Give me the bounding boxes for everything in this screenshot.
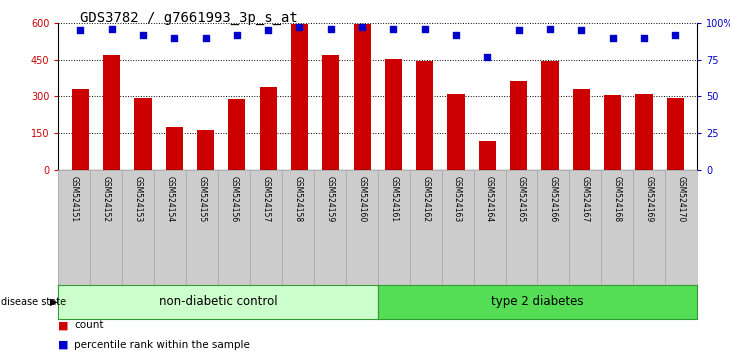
Bar (385, 58, 402, 170)
Text: GSM524160: GSM524160 (357, 176, 366, 222)
Text: GSM524170: GSM524170 (677, 176, 685, 222)
Text: GSM524153: GSM524153 (134, 176, 143, 222)
Text: GSM524169: GSM524169 (645, 176, 654, 222)
Text: GSM524156: GSM524156 (229, 176, 239, 222)
Point (169, 35, 180, 41)
Point (669, 32, 681, 38)
Bar (103, 55, 120, 170)
Text: non-diabetic control: non-diabetic control (159, 295, 277, 308)
Bar (166, 127, 182, 170)
Bar (72, 89, 89, 170)
Bar (479, 141, 496, 170)
Bar (510, 81, 527, 170)
Point (137, 32, 149, 38)
Text: GDS3782 / g7661993_3p_s_at: GDS3782 / g7661993_3p_s_at (80, 11, 298, 25)
Point (575, 28, 587, 33)
Point (450, 32, 462, 38)
Text: GSM524164: GSM524164 (485, 176, 494, 222)
Bar (291, 24, 308, 170)
Point (106, 26, 118, 32)
Bar (635, 94, 653, 170)
Point (419, 26, 431, 32)
Point (262, 28, 274, 33)
Bar (573, 89, 590, 170)
Bar (666, 98, 684, 170)
Point (325, 26, 337, 32)
Text: GSM524157: GSM524157 (261, 176, 271, 222)
Text: ▶: ▶ (50, 297, 57, 307)
Point (293, 24, 305, 30)
Bar (604, 95, 621, 170)
Bar (353, 24, 371, 170)
Bar (447, 94, 465, 170)
Bar (322, 55, 339, 170)
Point (74, 28, 86, 33)
Text: GSM524163: GSM524163 (453, 176, 462, 222)
Bar (228, 99, 245, 170)
Bar (197, 130, 214, 170)
Point (544, 26, 556, 32)
Text: GSM524155: GSM524155 (198, 176, 207, 222)
Point (200, 35, 212, 41)
Text: GSM524154: GSM524154 (166, 176, 174, 222)
Point (513, 28, 525, 33)
Text: type 2 diabetes: type 2 diabetes (491, 295, 584, 308)
Bar (134, 98, 152, 170)
Text: GSM524165: GSM524165 (517, 176, 526, 222)
Bar (416, 61, 434, 170)
Text: ■: ■ (58, 340, 69, 350)
Point (356, 24, 368, 30)
Point (388, 26, 399, 32)
Text: percentile rank within the sample: percentile rank within the sample (74, 340, 250, 350)
Text: GSM524159: GSM524159 (326, 176, 334, 222)
Point (607, 35, 618, 41)
Text: GSM524167: GSM524167 (581, 176, 590, 222)
Text: ■: ■ (58, 320, 69, 330)
Text: GSM524161: GSM524161 (389, 176, 399, 222)
Text: GSM524166: GSM524166 (549, 176, 558, 222)
Text: GSM524158: GSM524158 (293, 176, 302, 222)
Point (482, 54, 493, 59)
Point (638, 35, 650, 41)
Bar (260, 87, 277, 170)
Text: count: count (74, 320, 104, 330)
Text: GSM524152: GSM524152 (101, 176, 111, 222)
Text: disease state: disease state (1, 297, 66, 307)
Bar (542, 61, 558, 170)
Text: GSM524151: GSM524151 (70, 176, 79, 222)
Text: GSM524168: GSM524168 (612, 176, 622, 222)
Text: GSM524162: GSM524162 (421, 176, 430, 222)
Point (231, 32, 242, 38)
